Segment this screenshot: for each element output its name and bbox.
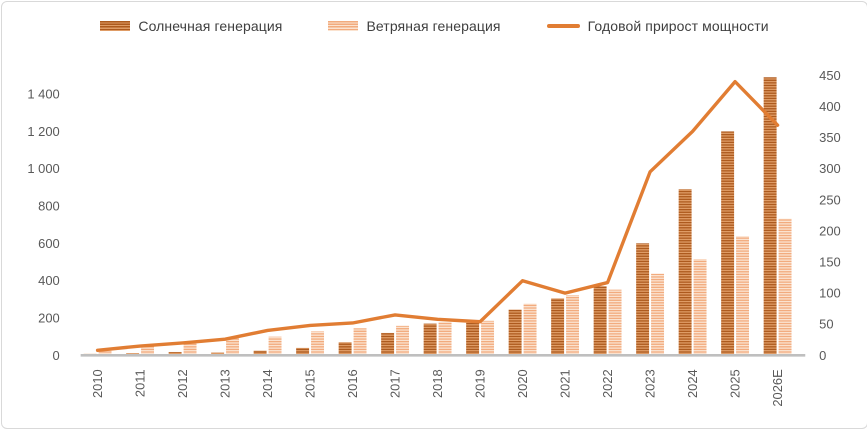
bar-solar-2020	[508, 309, 522, 356]
right-axis-tick-label: 0	[819, 348, 826, 363]
bar-wind-2022	[608, 289, 622, 356]
bar-solar-2019	[466, 322, 480, 356]
bar-wind-2010	[98, 350, 112, 356]
x-axis-category-label: 2010	[90, 369, 105, 398]
x-axis-category-label: 2025	[728, 369, 743, 398]
bar-solar-2016	[338, 342, 352, 356]
bar-wind-2020	[523, 303, 537, 356]
bar-wind-2018	[438, 322, 452, 356]
x-axis-category-label: 2011	[133, 369, 148, 397]
x-axis-category-label: 2024	[685, 369, 700, 398]
bar-solar-2022	[593, 286, 607, 356]
bar-solar-2014	[253, 350, 267, 356]
right-axis-tick-label: 450	[819, 68, 841, 83]
left-axis-tick-label: 400	[38, 273, 60, 288]
solar-series-swatch-icon	[100, 21, 131, 31]
right-axis-tick-label: 350	[819, 130, 841, 145]
x-axis-category-label: 2017	[388, 369, 403, 398]
bar-solar-2013	[211, 352, 225, 356]
x-axis-category-label: 2021	[558, 369, 573, 398]
left-axis-tick-label: 0	[53, 348, 60, 363]
bar-wind-2016	[353, 328, 367, 356]
bar-wind-2017	[396, 325, 410, 356]
x-axis-category-label: 2022	[600, 369, 615, 398]
bar-solar-2017	[381, 332, 395, 356]
x-axis-category-label: 2014	[260, 369, 275, 398]
bar-wind-2025	[736, 236, 750, 356]
right-axis-tick-label: 100	[819, 286, 841, 301]
right-axis-tick-label: 200	[819, 223, 841, 238]
x-axis-category-label: 2016	[345, 369, 360, 398]
bar-wind-2023	[651, 273, 665, 356]
growth-line-swatch-icon	[546, 24, 580, 28]
left-axis-tick-label: 800	[38, 199, 60, 214]
legend-label-growth: Годовой прирост мощности	[587, 18, 769, 34]
right-axis-tick-label: 50	[819, 317, 833, 332]
bar-wind-2012	[183, 343, 197, 356]
bar-solar-2024	[678, 189, 692, 356]
bar-wind-2011	[141, 346, 155, 356]
left-axis-tick-label: 200	[38, 310, 60, 325]
bar-solar-2023	[636, 243, 650, 356]
left-axis-tick-label: 1 200	[27, 124, 59, 139]
bar-solar-2012	[168, 351, 182, 356]
x-axis-category-label: 2012	[175, 369, 190, 398]
chart-legend: Солнечная генерация Ветряная генерация Г…	[2, 18, 867, 34]
bar-wind-2026E	[778, 218, 792, 356]
bar-wind-2013	[226, 338, 240, 356]
legend-label-wind: Ветряная генерация	[366, 18, 501, 34]
x-axis-category-label: 2015	[303, 369, 318, 398]
bar-wind-2021	[566, 295, 580, 356]
legend-label-solar: Солнечная генерация	[138, 18, 283, 34]
x-axis-category-label: 2023	[643, 369, 658, 398]
left-axis-tick-label: 1 000	[27, 161, 59, 176]
legend-item-growth: Годовой прирост мощности	[546, 18, 769, 34]
bar-solar-2021	[551, 298, 565, 356]
bar-wind-2024	[693, 259, 707, 356]
legend-item-solar: Солнечная генерация	[100, 18, 282, 34]
wind-series-swatch-icon	[328, 21, 359, 31]
x-axis-category-label: 2019	[473, 369, 488, 398]
growth-line	[95, 79, 780, 353]
bar-solar-2025	[721, 131, 735, 356]
legend-item-wind: Ветряная генерация	[328, 18, 501, 34]
bar-solar-2026E	[763, 77, 777, 356]
bar-solar-2015	[296, 347, 310, 356]
bar-wind-2014	[268, 336, 282, 356]
x-axis-category-label: 2020	[515, 369, 530, 398]
x-axis-category-label: 2026E	[770, 369, 785, 407]
bar-solar-2018	[423, 323, 437, 356]
bar-wind-2019	[481, 320, 495, 356]
left-axis-tick-label: 600	[38, 236, 60, 251]
right-axis-tick-label: 400	[819, 99, 841, 114]
right-axis-tick-label: 250	[819, 192, 841, 207]
x-axis-category-label: 2013	[218, 369, 233, 398]
right-axis-tick-label: 150	[819, 255, 841, 270]
right-axis-tick-label: 300	[819, 161, 841, 176]
x-axis-category-label: 2018	[430, 369, 445, 398]
left-axis-tick-label: 1 400	[27, 87, 59, 102]
bar-wind-2015	[311, 331, 325, 356]
